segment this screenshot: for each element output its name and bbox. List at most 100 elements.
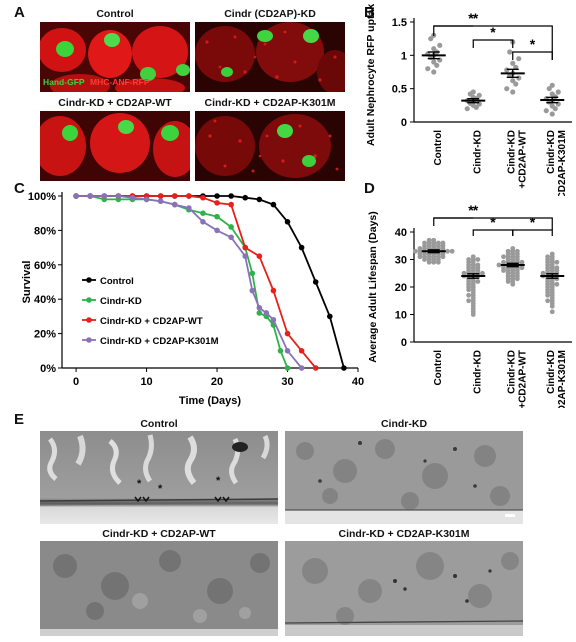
data-point <box>475 279 481 284</box>
legend-label: Cindr-KD <box>100 296 142 307</box>
panel-e-tem-cindr-kd <box>285 431 523 524</box>
series-point <box>228 201 234 208</box>
x-category-text: Cindr-KD <box>546 130 557 174</box>
data-point <box>431 69 437 75</box>
y-tick-label: 40 <box>395 227 407 239</box>
series-point <box>228 224 234 230</box>
data-point <box>473 104 479 110</box>
data-point <box>435 240 441 246</box>
data-point <box>475 262 481 268</box>
series-point <box>298 365 305 371</box>
data-point <box>425 66 431 72</box>
significance-star: * <box>490 24 496 40</box>
series-point <box>242 253 249 259</box>
series-point <box>214 227 220 234</box>
panel-a-title-k301m: Cindr-KD + CD2AP-K301M <box>204 97 336 109</box>
panel-e-tem-k301m <box>285 541 523 636</box>
significance-bracket <box>472 229 514 236</box>
series-point <box>157 193 164 199</box>
series-point <box>228 193 234 199</box>
data-point <box>549 309 555 315</box>
significance-bracket <box>433 25 553 60</box>
series-point <box>143 196 150 203</box>
x-category-label: Cindr-KD <box>472 130 483 174</box>
data-point <box>554 259 560 265</box>
data-point <box>514 248 520 254</box>
y-tick-label: 0 <box>401 337 407 349</box>
significance-star: * <box>473 202 479 218</box>
x-category-label: Control <box>433 130 444 166</box>
data-point <box>467 91 473 97</box>
y-tick-label: 1.5 <box>392 17 407 29</box>
significance-bracket <box>433 25 474 36</box>
series-point <box>214 193 220 199</box>
y-axis-label: Average Adult Lifespan (Days) <box>367 211 379 363</box>
series-point <box>263 310 270 316</box>
overlay-mhc-anf-rfp: MHC-ANF-RFP <box>90 77 150 87</box>
data-point <box>513 64 519 70</box>
panel-letter-b: B <box>364 4 375 21</box>
chart-b-nephrocyte-uptake: 0 0.5 1 1.5 Adult Nephrocyte RFP uptake Contr… <box>365 4 572 196</box>
y-tick-label: 80% <box>34 225 56 237</box>
x-category-text: +CD2AP-K301M <box>557 130 568 196</box>
series-point <box>270 317 277 323</box>
legend-label: Cindr-KD + CD2AP-WT <box>100 316 203 327</box>
legend-marker <box>86 317 92 323</box>
significance-star: * <box>530 214 536 230</box>
series-point <box>214 213 220 220</box>
data-point <box>431 59 437 65</box>
series-point <box>87 193 93 199</box>
legend-label: Control <box>100 276 134 287</box>
series-point <box>242 244 249 251</box>
y-tick-label: 60% <box>34 260 56 272</box>
series-point <box>171 193 178 199</box>
y-axis-label: Survival <box>22 261 33 304</box>
panel-letter-a: A <box>14 4 25 21</box>
series-point <box>284 330 291 337</box>
data-point <box>440 240 446 246</box>
series-point <box>312 365 319 371</box>
data-point <box>543 108 549 114</box>
data-point <box>540 270 546 276</box>
y-tick-label: 0% <box>40 363 56 375</box>
x-category-text: +CD2AP-WT <box>517 130 528 189</box>
panel-e-tem-wt <box>40 541 278 636</box>
significance-star: * <box>530 36 536 52</box>
x-category-label: Control <box>433 350 444 386</box>
x-tick-label: 20 <box>211 376 223 388</box>
series-point <box>249 287 256 294</box>
data-point <box>422 240 427 246</box>
panel-a-title-wt: Cindr-KD + CD2AP-WT <box>58 97 172 109</box>
data-point <box>501 254 506 260</box>
panel-e-title-control: Control <box>140 418 178 430</box>
series-point <box>284 348 291 354</box>
y-tick-label: 0.5 <box>392 84 407 96</box>
panel-letter-c: C <box>14 180 25 197</box>
chart-d-lifespan: 0 10 20 30 40 Average Adult Lifespan (Days) Co… <box>367 202 572 408</box>
panel-a-title-cindr-kd: Cindr (CD2AP)-KD <box>224 8 316 20</box>
legend-label: Cindr-KD + CD2AP-K301M <box>100 336 219 347</box>
legend-marker <box>86 337 92 343</box>
y-tick-label: 20% <box>34 329 56 341</box>
series-point <box>249 270 256 277</box>
panel-a-image-control: Hand-GFP MHC-ANF-RFP <box>40 22 190 92</box>
panel-e-title-cindr-kd: Cindr-KD <box>380 418 428 430</box>
x-category-label: Cindr-KD +CD2AP-K301M <box>546 130 568 196</box>
data-point <box>434 62 440 68</box>
significance-bracket <box>472 39 514 48</box>
series-point <box>327 313 333 320</box>
significance-bracket <box>433 217 553 230</box>
panel-e-title-wt: Cindr-KD + CD2AP-WT <box>102 528 216 540</box>
series-point <box>270 287 277 294</box>
x-category-label: Cindr-KD <box>472 350 483 394</box>
asterisk-2: * <box>158 483 163 495</box>
significance-star: * <box>468 202 474 218</box>
x-tick-label: 40 <box>352 376 364 388</box>
series-point <box>186 205 192 211</box>
y-axis-label: Adult Nephrocyte RFP uptake <box>365 4 377 146</box>
data-point <box>513 81 519 87</box>
panel-letter-d: D <box>364 180 375 197</box>
series-point <box>298 348 305 354</box>
data-point <box>549 82 555 88</box>
data-point <box>437 42 443 48</box>
